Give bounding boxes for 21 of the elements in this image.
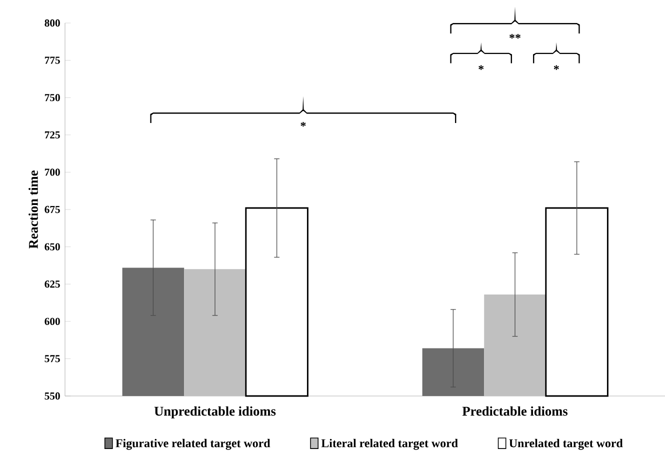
- y-tick-label: 650: [44, 243, 60, 250]
- legend-label: Literal related target word: [321, 438, 458, 450]
- y-tick-label: 775: [44, 56, 60, 64]
- legend-label: Figurative related target word: [116, 438, 270, 450]
- y-tick-label: 750: [44, 94, 60, 102]
- y-tick-label: 550: [44, 392, 60, 400]
- y-tick-label: 800: [44, 19, 60, 27]
- y-axis-title: Reaction time: [28, 170, 38, 249]
- y-tick-label: 700: [44, 168, 60, 176]
- legend-label: Unrelated target word: [509, 438, 623, 450]
- y-tick-label: 675: [44, 206, 60, 214]
- annotation: **: [510, 34, 520, 38]
- annotation: *: [554, 65, 559, 70]
- y-tick-label: 575: [44, 355, 60, 362]
- annotation: *: [300, 122, 306, 127]
- x-tick-label: Unpredictable idioms: [154, 406, 276, 418]
- y-tick-label: 600: [44, 318, 60, 325]
- y-tick-label: 725: [44, 131, 60, 138]
- y-tick-label: 625: [44, 280, 60, 288]
- annotation: *: [478, 65, 484, 70]
- x-tick-label: Predictable idioms: [462, 406, 568, 416]
